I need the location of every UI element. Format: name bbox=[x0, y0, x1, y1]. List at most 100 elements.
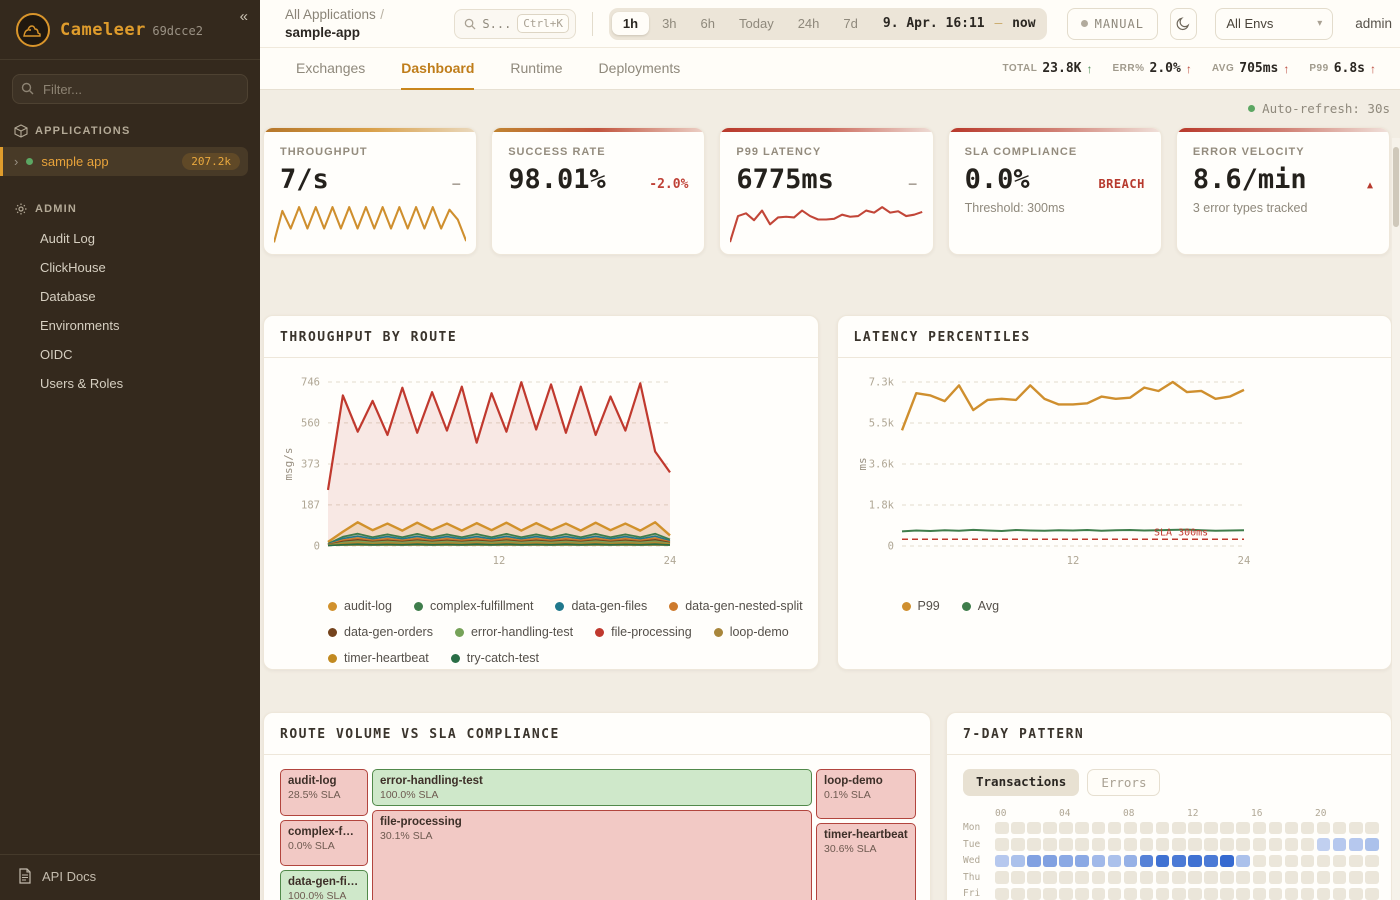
sidebar-item-sample-app[interactable]: › sample app 207.2k bbox=[0, 147, 248, 176]
heatmap-cell bbox=[1284, 838, 1299, 851]
throughput-by-route-chart: 0 187 373 560 746 12 24 msg/s bbox=[280, 368, 802, 585]
sidebar-item-users-roles[interactable]: Users & Roles bbox=[40, 376, 124, 391]
heatmap-cell bbox=[1172, 821, 1186, 834]
tab-dashboard[interactable]: Dashboard bbox=[401, 48, 475, 90]
legend-item-loop-demo[interactable]: loop-demo bbox=[713, 625, 789, 639]
heatmap-cell bbox=[1027, 854, 1041, 867]
treemap-tile-timer-heartbeat[interactable]: timer-heartbeat 30.6% SLA bbox=[816, 823, 916, 900]
build-hash: 69dcce2 bbox=[152, 24, 203, 38]
heatmap-cell bbox=[1252, 887, 1266, 900]
legend-item-data-gen-orders[interactable]: data-gen-orders bbox=[328, 625, 433, 639]
treemap-tile-data-gen-files[interactable]: data-gen-files 100.0% SLA bbox=[280, 870, 368, 900]
sidebar-item-database[interactable]: Database bbox=[40, 289, 96, 304]
sidebar-item-oidc[interactable]: OIDC bbox=[40, 347, 73, 362]
brand-row: Cameleer 69dcce2 « bbox=[0, 0, 260, 60]
svg-text:0: 0 bbox=[314, 541, 320, 553]
sidebar-collapse-icon[interactable]: « bbox=[239, 8, 248, 25]
breach-badge: BREACH bbox=[1098, 177, 1145, 191]
user-menu[interactable]: admin bbox=[1355, 16, 1392, 31]
legend-dot bbox=[961, 601, 971, 611]
range-today[interactable]: Today bbox=[739, 16, 774, 31]
breadcrumb-separator: / bbox=[380, 6, 385, 22]
heatmap-cell bbox=[1204, 854, 1218, 867]
tab-deployments[interactable]: Deployments bbox=[598, 59, 681, 76]
legend-item-P99[interactable]: P99 bbox=[901, 599, 940, 613]
heatmap-cell bbox=[1300, 854, 1315, 867]
heatmap-cell bbox=[1139, 887, 1154, 900]
legend-item-complex-fulfillment[interactable]: complex-fulfillment bbox=[413, 599, 533, 613]
heatmap-cell bbox=[1236, 821, 1250, 834]
range-7d[interactable]: 7d bbox=[843, 16, 858, 31]
heatmap-cell bbox=[1332, 871, 1347, 884]
card-title: 7-DAY PATTERN bbox=[947, 713, 1391, 755]
heatmap-cell bbox=[1284, 854, 1299, 867]
heatmap-cell bbox=[1268, 838, 1283, 851]
range-6h[interactable]: 6h bbox=[700, 16, 715, 31]
treemap-tile-audit-log[interactable]: audit-log 28.5% SLA bbox=[280, 769, 368, 816]
tab-exchanges[interactable]: Exchanges bbox=[296, 59, 366, 76]
legend-dot bbox=[454, 627, 464, 637]
heatmap-cell bbox=[1043, 838, 1057, 851]
scrollbar-track[interactable] bbox=[1392, 138, 1400, 900]
scrollbar-thumb[interactable] bbox=[1393, 147, 1399, 227]
card-title: LATENCY PERCENTILES bbox=[837, 316, 1391, 358]
kpi-p99-latency: P99 LATENCY 6775ms – bbox=[719, 127, 934, 255]
range-3h[interactable]: 3h bbox=[662, 16, 677, 31]
sidebar-item-environments[interactable]: Environments bbox=[40, 318, 120, 333]
chevron-right-icon[interactable]: › bbox=[14, 154, 19, 169]
legend-item-try-catch-test[interactable]: try-catch-test bbox=[450, 651, 539, 665]
env-select[interactable]: All Envs ▾ bbox=[1215, 7, 1334, 40]
theme-toggle-button[interactable] bbox=[1169, 7, 1198, 40]
sidebar-item-clickhouse[interactable]: ClickHouse bbox=[40, 260, 106, 275]
heatmap-cell bbox=[1172, 854, 1186, 867]
heatmap-cell bbox=[1268, 854, 1283, 867]
kpi-throughput: THROUGHPUT 7/s – bbox=[263, 127, 478, 255]
treemap-tile-file-processing[interactable]: file-processing 30.1% SLA bbox=[372, 810, 812, 900]
legend-item-data-gen-files[interactable]: data-gen-files bbox=[555, 599, 647, 613]
camel-icon bbox=[23, 25, 41, 37]
card-title: THROUGHPUT BY ROUTE bbox=[264, 316, 818, 358]
legend-item-timer-heartbeat[interactable]: timer-heartbeat bbox=[328, 651, 429, 665]
legend-item-file-processing[interactable]: file-processing bbox=[595, 625, 692, 639]
heatmap-cell bbox=[1316, 821, 1331, 834]
legend-dot bbox=[555, 601, 565, 611]
legend-item-Avg[interactable]: Avg bbox=[961, 599, 999, 613]
stat-total: TOTAL 23.8K ↑ bbox=[1002, 61, 1093, 76]
toggle-transactions[interactable]: Transactions bbox=[963, 769, 1080, 796]
kpi-error-velocity: ERROR VELOCITY 8.6/min ▲ 3 error types t… bbox=[1175, 127, 1391, 255]
treemap-tile-loop-demo[interactable]: loop-demo 0.1% SLA bbox=[816, 769, 916, 819]
legend-item-error-handling-test[interactable]: error-handling-test bbox=[454, 625, 573, 639]
heatmap-row-wed: Wed bbox=[963, 853, 1391, 869]
filter-input[interactable] bbox=[12, 74, 248, 104]
heatmap-cell bbox=[1011, 887, 1025, 900]
range-24h[interactable]: 24h bbox=[797, 16, 820, 31]
heatmap-cell bbox=[1236, 854, 1250, 867]
sidebar-item-audit-log[interactable]: Audit Log bbox=[40, 231, 95, 246]
tab-runtime[interactable]: Runtime bbox=[510, 59, 563, 76]
treemap-tile-complex-fulfillment[interactable]: complex-fulfillment0.0% SLA bbox=[280, 820, 368, 866]
heatmap-cell bbox=[1043, 887, 1057, 900]
heatmap-cell bbox=[1316, 854, 1331, 867]
global-search[interactable]: S... Ctrl+K bbox=[454, 8, 577, 39]
svg-text:1.8k: 1.8k bbox=[868, 500, 894, 512]
kpi-accent-bar bbox=[492, 128, 705, 132]
latency-percentiles-chart: 0 1.8k 3.6k 5.5k 7.3k 12 24 ms SLA 300ms bbox=[854, 368, 1376, 585]
heatmap-cell bbox=[1059, 838, 1073, 851]
legend-item-data-gen-nested-split[interactable]: data-gen-nested-split bbox=[669, 599, 803, 613]
charts-row: THROUGHPUT BY ROUTE 0 187 373 560 746 12 24 msg… bbox=[263, 315, 1392, 670]
breadcrumb-all-applications[interactable]: All Applications bbox=[285, 6, 376, 22]
trend-up-icon: ↑ bbox=[1283, 61, 1290, 76]
heatmap-cell bbox=[1332, 838, 1347, 851]
heatmap-cell bbox=[995, 838, 1009, 851]
legend-dot bbox=[450, 653, 460, 663]
api-docs-link[interactable]: API Docs bbox=[0, 854, 260, 900]
range-1h[interactable]: 1h bbox=[611, 12, 650, 35]
manual-mode-button[interactable]: MANUAL bbox=[1066, 7, 1158, 40]
toggle-errors[interactable]: Errors bbox=[1087, 769, 1161, 796]
heatmap-cell bbox=[1011, 871, 1025, 884]
heatmap-cell bbox=[1059, 887, 1073, 900]
date-range[interactable]: 9. Apr. 16:11 — now bbox=[882, 16, 1036, 31]
legend-item-audit-log[interactable]: audit-log bbox=[328, 599, 392, 613]
heatmap-cell bbox=[1349, 871, 1363, 884]
treemap-tile-error-handling-test[interactable]: error-handling-test 100.0% SLA bbox=[372, 769, 812, 806]
